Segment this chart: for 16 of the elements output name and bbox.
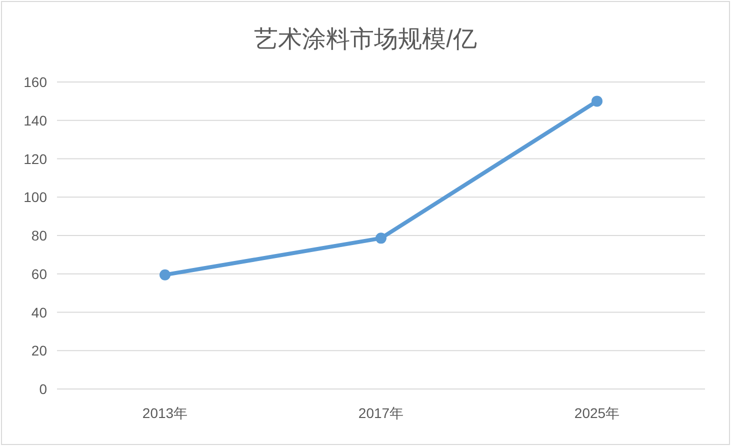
- point: [592, 96, 602, 107]
- y-tick-label: 0: [39, 381, 48, 397]
- y-tick-label: 60: [31, 266, 48, 282]
- x-tick-label: 2017年: [358, 405, 404, 421]
- y-tick-label: 100: [24, 189, 48, 206]
- y-tick-label: 40: [31, 304, 48, 320]
- point: [376, 232, 386, 244]
- x-tick-label: 2025年: [574, 405, 620, 421]
- title: 艺术涂料市场规模/亿: [254, 26, 477, 53]
- y-tick-label: 80: [31, 228, 48, 244]
- y-tick-label: 20: [31, 342, 48, 359]
- point: [160, 269, 170, 280]
- y-tick-label: 120: [24, 150, 48, 167]
- y-tick-label: 140: [24, 112, 48, 128]
- y-tick-label: 160: [24, 74, 48, 90]
- x-tick-label: 2013年: [142, 405, 188, 421]
